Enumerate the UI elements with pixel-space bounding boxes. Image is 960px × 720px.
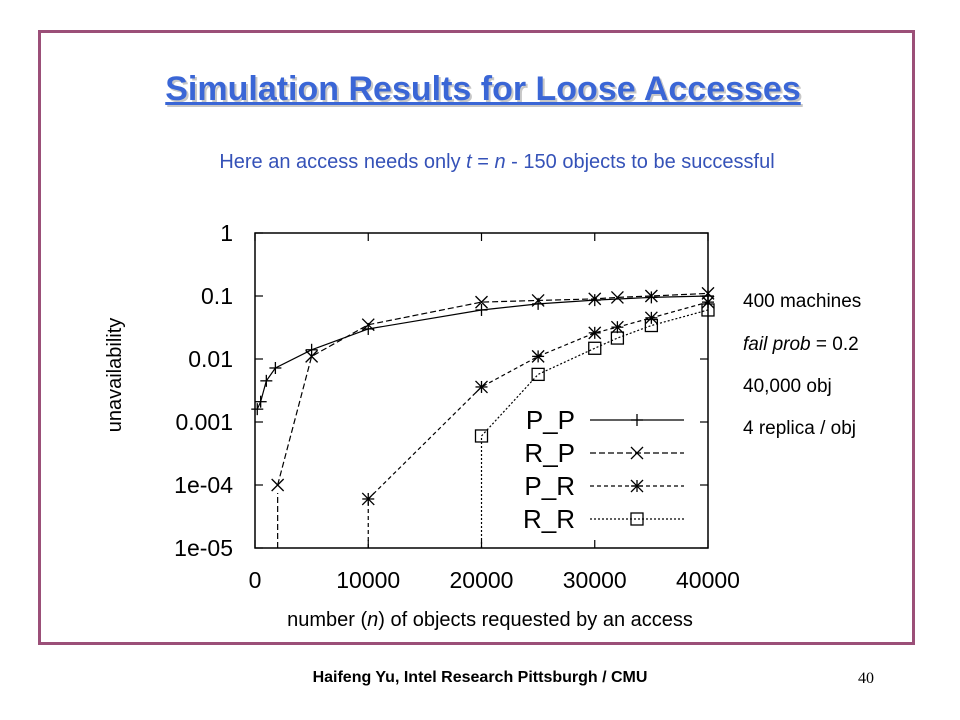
data-point-p-r [475, 380, 488, 394]
subtitle-var-t: t [466, 151, 472, 173]
data-point-r-r [474, 429, 489, 443]
y-tick-label: 0.001 [175, 409, 233, 435]
series-line-p-p [256, 295, 709, 410]
chart-y-axis-label: unavailability [104, 318, 126, 433]
data-point-p-p [251, 403, 264, 416]
data-point-r-p [588, 292, 602, 306]
subtitle-text-2: = [471, 151, 495, 173]
data-point-r-p [531, 293, 545, 307]
x-tick-label: 40000 [676, 567, 740, 593]
note-objects: 40,000 obj [743, 376, 832, 397]
data-point-r-p [361, 318, 375, 332]
y-tick-label: 1e-04 [174, 472, 233, 498]
legend-marker-r-p [630, 446, 644, 460]
chart-legend: P_PR_PP_RR_R [523, 405, 684, 534]
legend-label-r-r: R_R [523, 504, 575, 534]
y-tick-label: 0.01 [188, 346, 233, 372]
data-point-p-r [361, 492, 375, 506]
series-line-r-r [481, 309, 709, 437]
y-tick-label: 1 [220, 220, 233, 246]
page-number: 40 [858, 670, 874, 687]
note-fail-prob-value: = 0.2 [810, 334, 859, 355]
data-point-p-r [644, 311, 658, 325]
x-tick-label: 0 [249, 567, 262, 593]
data-point-p-r [610, 320, 624, 334]
x-tick-label: 10000 [336, 567, 400, 593]
data-point-r-r [610, 331, 625, 345]
data-point-p-p [645, 291, 658, 304]
chart-x-axis-label: number (n) of objects requested by an ac… [287, 609, 693, 631]
slide-frame [38, 30, 915, 645]
data-point-r-r [644, 318, 659, 333]
data-point-p-r [701, 295, 715, 309]
data-point-r-p [475, 295, 488, 309]
note-fail-prob: fail prob = 0.2 [743, 334, 859, 356]
data-point-p-r [531, 349, 545, 363]
subtitle-text-3: - 150 objects to be successful [505, 151, 775, 173]
data-point-r-p [305, 349, 319, 363]
data-point-r-r [588, 341, 602, 355]
subtitle-text-1: Here an access needs only [219, 151, 467, 173]
legend-marker-p-p [631, 414, 643, 426]
data-point-p-p [260, 374, 273, 387]
data-point-p-r [588, 326, 602, 340]
data-point-p-p [588, 294, 601, 307]
series-line-r-p [277, 292, 709, 486]
data-point-p-p [254, 395, 267, 408]
data-point-p-p [269, 361, 282, 374]
slide-footer: Haifeng Yu, Intel Research Pittsburgh / … [312, 669, 648, 686]
y-tick-label: 0.1 [201, 283, 233, 309]
data-point-p-p [305, 343, 318, 356]
slide-subtitle: Here an access needs only t = n - 150 ob… [0, 151, 960, 174]
slide-title: Simulation Results for Loose Accesses [165, 70, 801, 108]
data-point-r-p [644, 289, 658, 303]
x-tick-label: 30000 [563, 567, 627, 593]
chart-series-layer [251, 286, 715, 548]
data-point-r-p [271, 478, 285, 492]
x-tick-label: 20000 [450, 567, 514, 593]
data-point-r-p [610, 290, 624, 304]
chart-plot-area: 1e-05 1e-04 0.001 0.01 0.1 1 0 10000 20000 30000 4… [174, 220, 740, 593]
note-machines: 400 machines [743, 291, 862, 312]
legend-marker-p-r [630, 479, 644, 493]
legend-label-p-r: P_R [524, 471, 575, 501]
legend-label-p-p: P_P [526, 405, 575, 435]
data-point-p-p [475, 303, 488, 316]
data-point-r-r [701, 303, 715, 317]
note-replica: 4 replica / obj [743, 418, 857, 439]
legend-marker-r-r [630, 512, 644, 526]
note-fail-prob-label: fail prob [743, 334, 811, 355]
legend-label-r-p: R_P [524, 438, 575, 468]
data-point-r-r [531, 367, 545, 382]
subtitle-var-n: n [494, 151, 506, 173]
y-tick-label: 1e-05 [174, 535, 233, 561]
